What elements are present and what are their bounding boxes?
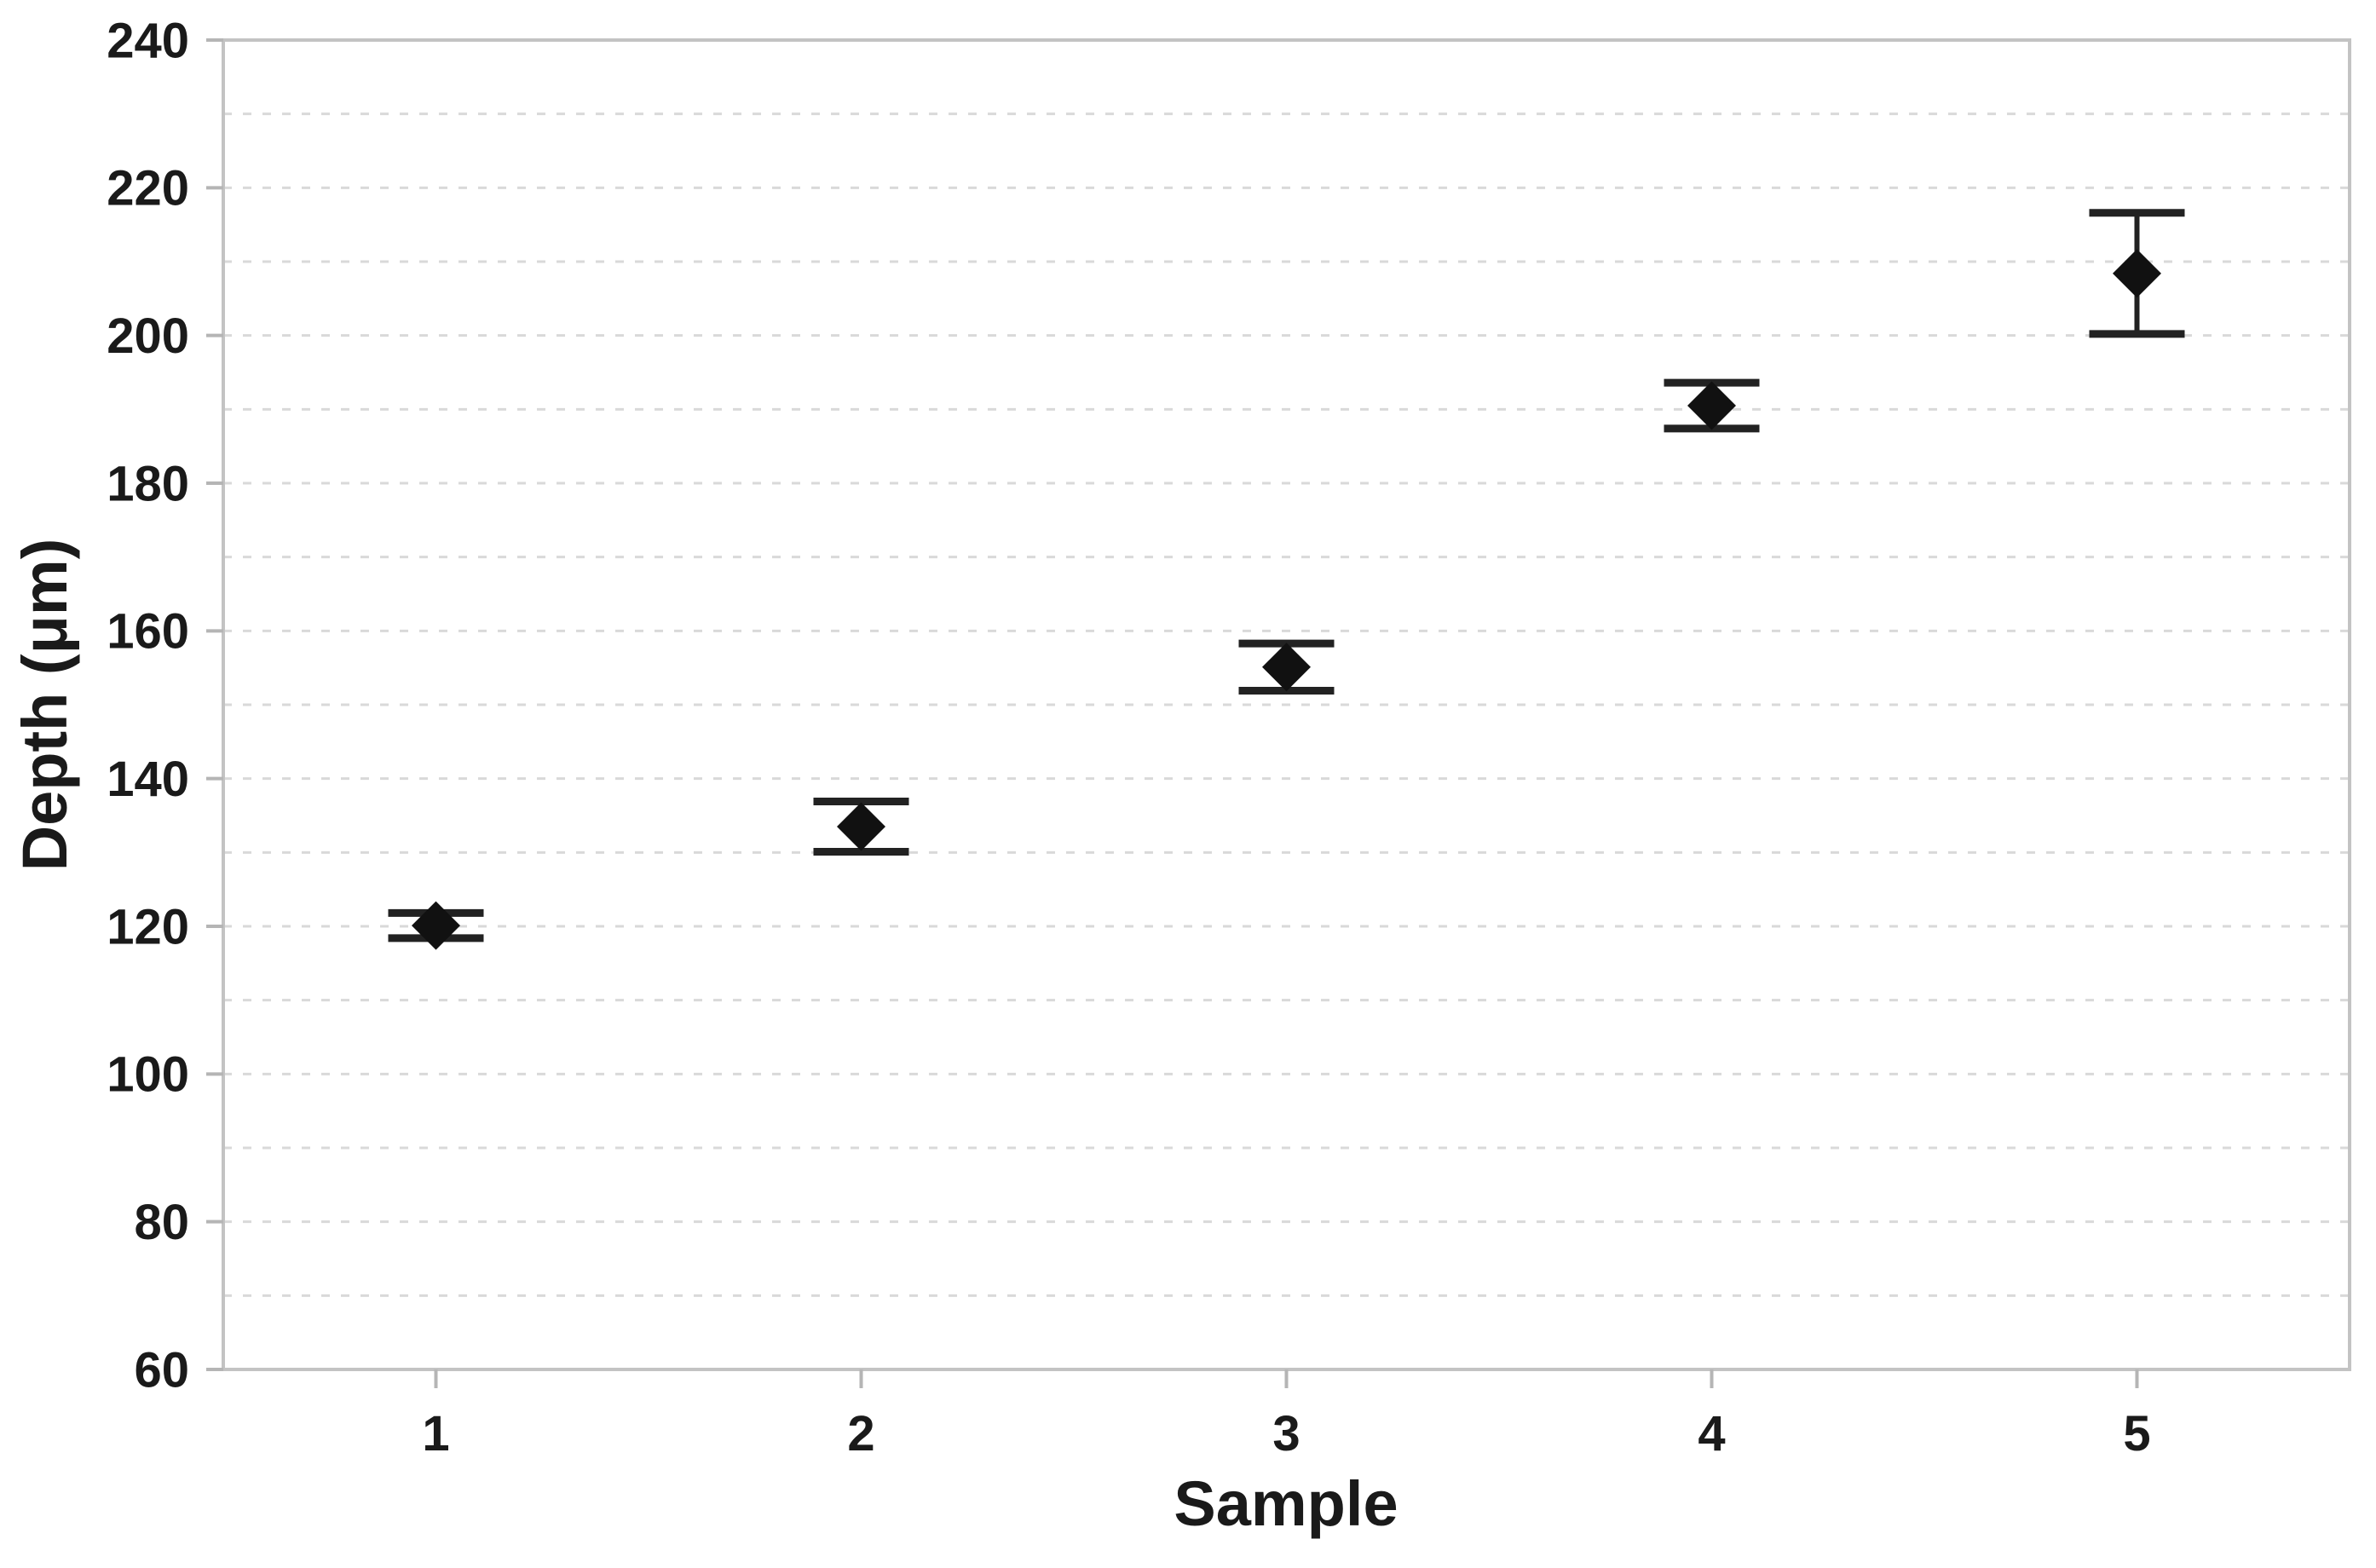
y-tick-label: 80 (134, 1195, 189, 1250)
x-axis-title: Sample (1174, 1468, 1398, 1539)
y-tick-label: 240 (107, 13, 189, 68)
data-point-diamond (412, 901, 460, 950)
y-tick-label: 200 (107, 308, 189, 364)
data-point-diamond (2113, 249, 2161, 298)
x-tick-label: 3 (1272, 1406, 1300, 1461)
axis-ticks-and-labels: 240 220 200 180 160 140 120 100 80 60 1 2 3 4 5 (107, 13, 2150, 1461)
data-point-diamond (1687, 381, 1736, 430)
y-tick-label: 60 (134, 1342, 189, 1398)
x-tick-label: 4 (1698, 1406, 1725, 1461)
data-series (388, 209, 2185, 950)
y-tick-label: 140 (107, 752, 189, 807)
y-axis-title: Depth (μm) (9, 539, 80, 872)
y-tick-label: 220 (107, 161, 189, 216)
y-tick-label: 160 (107, 604, 189, 660)
data-point-diamond (837, 802, 885, 851)
x-tick-label: 2 (847, 1406, 874, 1461)
x-tick-label: 5 (2123, 1406, 2150, 1461)
y-tick-label: 120 (107, 899, 189, 954)
gridlines (223, 112, 2350, 1297)
y-tick-label: 180 (107, 456, 189, 511)
x-tick-label: 1 (422, 1406, 449, 1461)
y-tick-label: 100 (107, 1047, 189, 1103)
data-point-diamond (1262, 643, 1311, 692)
